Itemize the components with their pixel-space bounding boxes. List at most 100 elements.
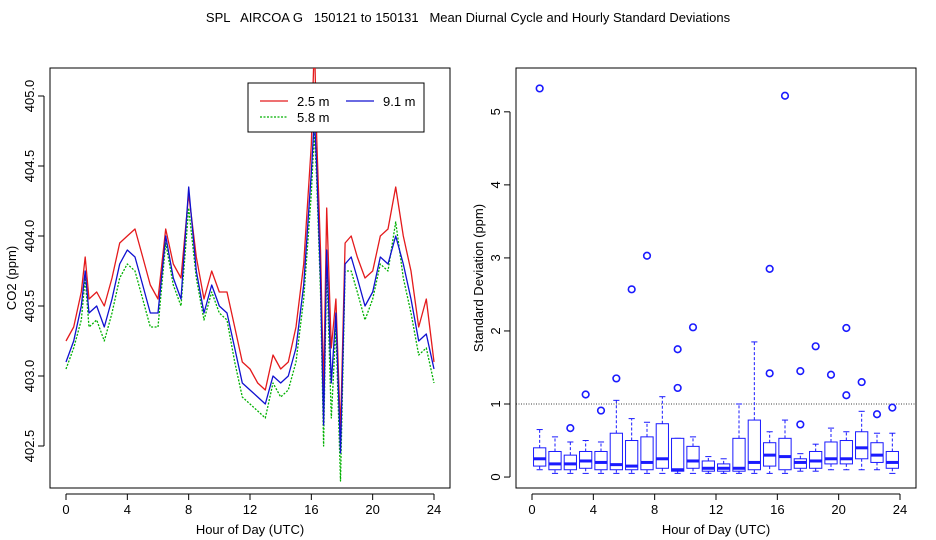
right-y-tick-label: 3 [488,254,503,261]
box-outlier [566,424,575,433]
box-outlier [581,390,590,399]
left-x-tick-label: 12 [243,502,257,517]
box-hour-20.5 [839,323,853,471]
box-outlier [642,251,652,260]
right-y-tick-label: 1 [488,400,503,407]
box-iqr [640,436,654,471]
right-y-tick-label: 4 [488,181,503,188]
left-x-tick-label: 0 [62,502,69,517]
box-hour-22.5 [870,410,884,471]
box-iqr [655,423,669,469]
box-hour-3.5 [579,390,593,474]
box-iqr [855,431,869,460]
co2-diurnal-line-chart: 0 4 8 12 16 20 24 402.5 403.0 403.5 404.0 404.5 405… [4,67,451,537]
box-hour-19.5 [824,370,838,471]
box-iqr [609,432,623,471]
series-line-9.1m [65,116,435,454]
left-y-tick-label: 404.5 [22,150,37,183]
box-hour-4.5 [594,406,608,474]
right-x-tick-label: 0 [528,502,535,517]
box-iqr [732,437,746,472]
left-y-axis: 402.5 403.0 403.5 404.0 404.5 405.0 [22,80,45,463]
right-x-tick-label: 8 [651,502,658,517]
box-hour-18.5 [809,342,823,472]
box-iqr [686,445,700,469]
box-hour-8.5 [655,396,669,474]
box-outlier [765,369,774,378]
left-y-tick-label: 403.5 [22,290,37,323]
co2-series-lines [65,68,435,482]
right-y-tick-label: 0 [488,473,503,480]
box-iqr [548,450,562,471]
box-outlier [612,374,621,383]
right-y-tick-label: 2 [488,327,503,334]
box-outlier [596,406,606,415]
box-outlier [673,345,682,354]
box-iqr [778,437,792,471]
right-x-tick-label: 24 [893,502,907,517]
box-hour-10.5 [686,323,700,474]
box-hour-2.5 [563,424,577,474]
left-plot-frame [49,67,451,489]
box-outlier [826,370,836,379]
box-iqr [839,440,853,465]
left-x-axis-label: Hour of Day (UTC) [196,522,304,537]
series-line-2.5m [65,68,435,433]
right-x-tick-label: 4 [590,502,597,517]
box-outlier [673,383,682,393]
box-outlier [796,367,805,376]
box-hour-0.5 [533,84,547,471]
left-y-axis-label: CO2 (ppm) [4,246,19,310]
box-outlier [627,285,636,294]
box-outlier [811,342,820,351]
box-hour-5.5 [609,374,623,474]
box-hour-17.5 [793,367,807,472]
box-hour-6.5 [625,285,639,474]
box-iqr [671,437,685,472]
box-iqr [701,460,715,472]
box-hour-1.5 [548,436,562,474]
box-iqr [533,447,547,467]
box-iqr [885,450,899,469]
legend-frame [247,82,425,133]
box-outlier [535,84,544,93]
left-y-tick-label: 402.5 [22,430,37,463]
left-y-tick-label: 403.0 [22,360,37,393]
box-outlier [872,410,882,419]
right-x-tick-label: 20 [831,502,845,517]
left-x-tick-label: 16 [304,502,318,517]
box-hour-12.5 [717,458,731,474]
box-outlier [796,420,805,429]
left-x-tick-label: 20 [365,502,379,517]
right-x-tick-label: 12 [709,502,723,517]
left-y-tick-label: 404.0 [22,220,37,253]
figure-title: SPL AIRCOA G 150121 to 150131 Mean Diurn… [206,10,731,25]
box-iqr [625,440,639,471]
box-outlier [842,323,851,333]
right-x-tick-label: 16 [770,502,784,517]
left-x-tick-label: 8 [185,502,192,517]
box-outlier [780,91,790,100]
right-y-axis-label: Standard Deviation (ppm) [471,204,486,352]
right-plot-frame [515,67,917,489]
right-y-tick-label: 5 [488,108,503,115]
box-iqr [870,442,884,463]
series-line-5.8m [65,130,435,482]
box-hour-23.5 [885,403,899,474]
left-x-tick-label: 24 [427,502,441,517]
box-outlier [765,264,774,273]
left-y-tick-label: 405.0 [22,80,37,113]
box-hour-7.5 [640,251,654,474]
box-iqr [594,450,608,471]
box-iqr [824,441,838,465]
right-x-axis: 0 4 8 12 16 20 24 [528,493,907,517]
right-x-axis-label: Hour of Day (UTC) [662,522,770,537]
box-outlier [688,323,698,332]
left-x-tick-label: 4 [124,502,131,517]
box-hour-21.5 [855,377,869,471]
box-hour-15.5 [763,264,777,474]
legend: 2.5 m 5.8 m 9.1 m [247,82,425,133]
box-hour-14.5 [747,341,761,474]
